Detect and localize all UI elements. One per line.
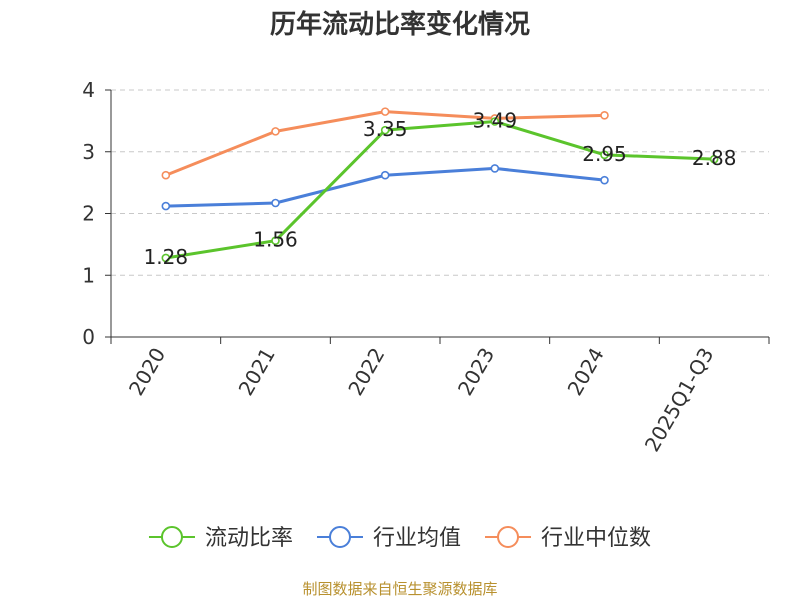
series-line — [165, 119, 715, 260]
data-point — [271, 127, 280, 136]
legend: 流动比率 行业均值 行业中位数 — [148, 526, 651, 551]
data-point — [380, 107, 390, 116]
data-label: 2.88 — [692, 146, 737, 170]
y-tick-label: 4 — [82, 78, 95, 102]
legend-label: 行业均值 — [373, 526, 461, 551]
data-label: 1.56 — [253, 228, 298, 252]
data-point — [380, 170, 390, 180]
y-tick-label: 2 — [82, 202, 95, 226]
data-point — [380, 125, 390, 135]
data-label: 3.35 — [363, 117, 408, 141]
x-tick-label: 2023 — [453, 344, 499, 400]
data-labels: 1.28 1.56 3.35 3.49 2.95 2.88 — [144, 108, 737, 268]
legend-marker — [160, 526, 183, 548]
legend-label: 流动比率 — [205, 526, 293, 551]
data-point — [600, 175, 609, 185]
data-label: 1.28 — [144, 245, 189, 269]
y-tick-label: 1 — [82, 263, 95, 287]
data-point — [271, 236, 280, 245]
data-point — [490, 117, 500, 126]
grid-lines — [111, 89, 769, 276]
source-note: 制图数据来自恒生聚源数据库 — [302, 580, 498, 598]
legend-item: 行业均值 — [316, 526, 461, 551]
data-point — [161, 170, 171, 180]
data-point — [161, 201, 171, 211]
series-lines — [161, 107, 719, 263]
y-tick-label: 0 — [82, 325, 95, 349]
data-point — [161, 253, 171, 263]
legend-item: 行业中位数 — [485, 526, 651, 551]
data-point — [709, 154, 719, 164]
legend-marker — [497, 526, 520, 548]
y-tick-label: 3 — [82, 140, 95, 164]
data-point — [271, 198, 280, 208]
x-tick-label: 2022 — [343, 344, 389, 400]
legend-label: 行业中位数 — [541, 526, 651, 551]
x-tick-label: 2020 — [124, 344, 170, 400]
data-point — [600, 111, 609, 120]
data-label: 3.49 — [473, 108, 518, 132]
legend-item: 流动比率 — [148, 526, 293, 551]
data-point — [600, 150, 609, 160]
data-point — [490, 164, 500, 173]
data-label: 2.95 — [582, 142, 627, 166]
x-tick-label: 2021 — [234, 344, 280, 400]
legend-marker — [328, 526, 351, 548]
chart-title: 历年流动比率变化情况 — [269, 10, 530, 40]
x-tick-label: 2024 — [563, 344, 609, 400]
x-tick-label: 2025Q1-Q3 — [640, 344, 719, 456]
